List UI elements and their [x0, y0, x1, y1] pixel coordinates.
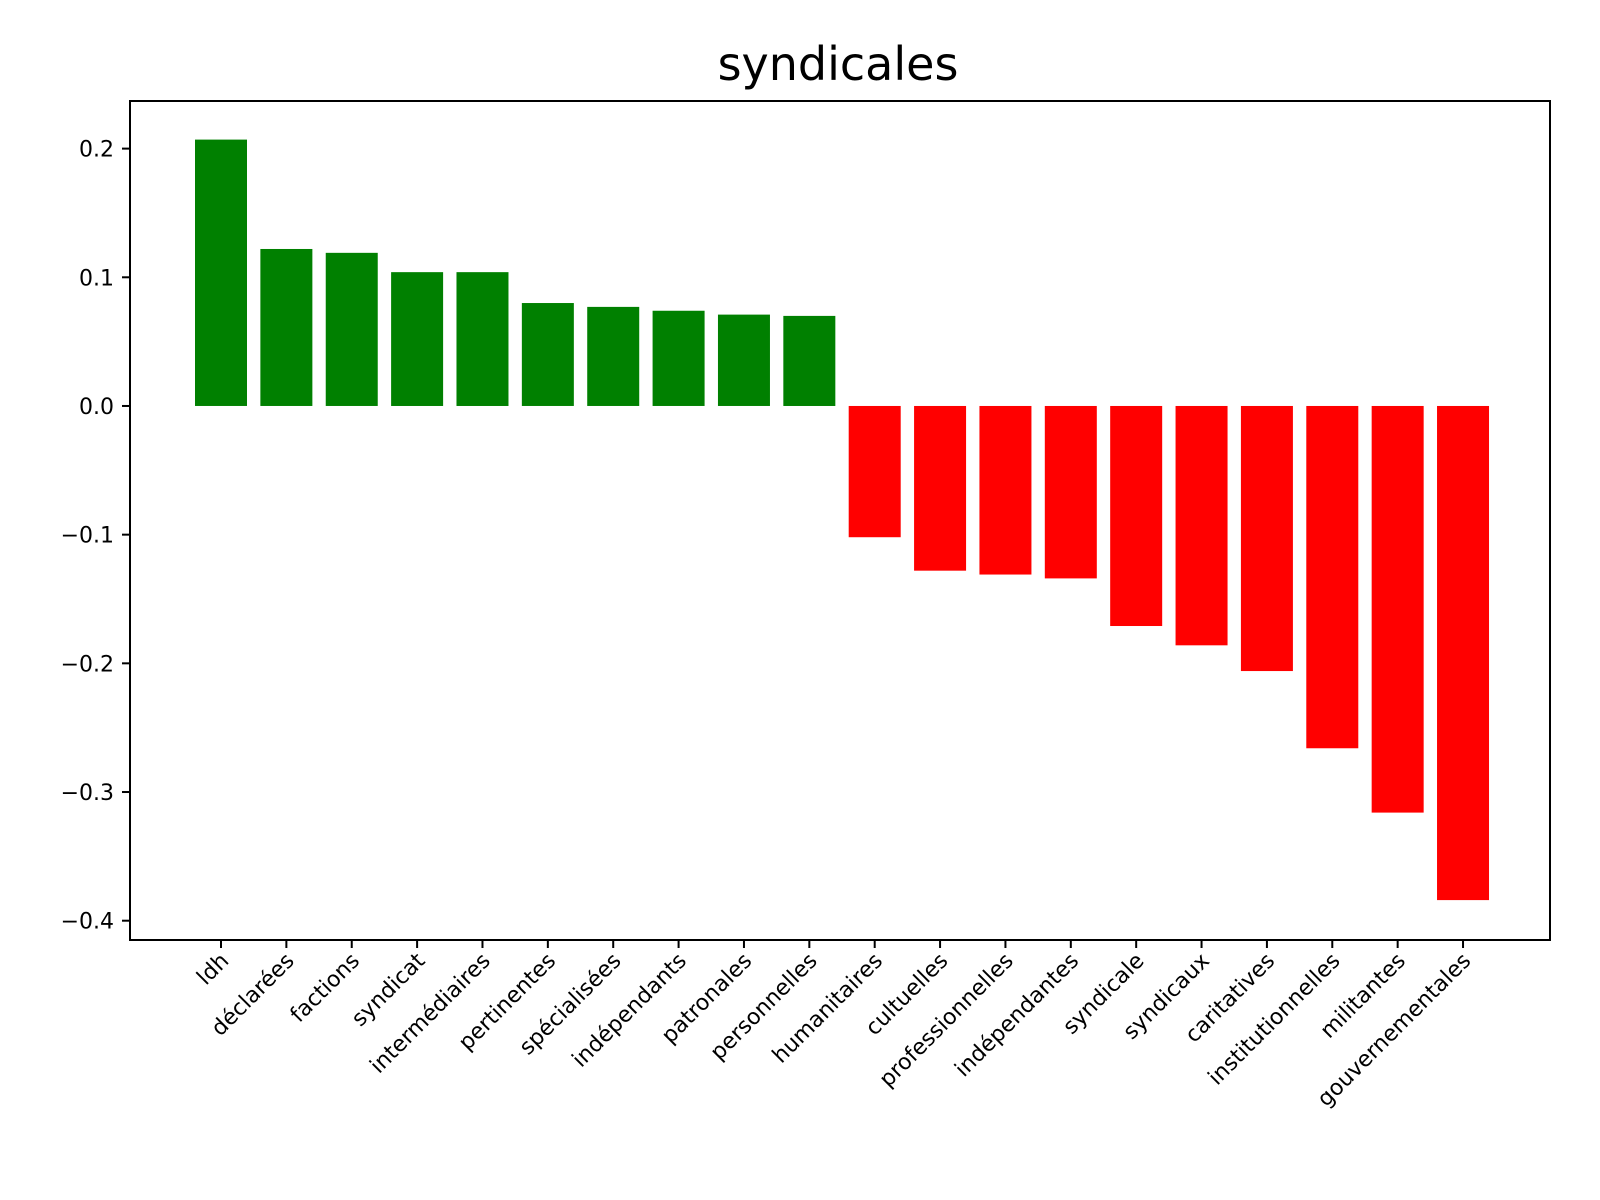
bar-pertinentes: [521, 303, 574, 406]
x-tick-label-intermediaires: intermédiaires: [366, 949, 496, 1079]
bar-cultuelles: [914, 405, 967, 571]
bar-declarees: [260, 248, 313, 406]
y-tick-label: −0.2: [61, 652, 114, 677]
bar-specialisees: [587, 306, 640, 406]
bar-syndicaux: [1175, 405, 1228, 646]
x-tick-label-ldh: ldh: [193, 949, 235, 991]
bar-factions: [325, 252, 378, 406]
bar-syndicale: [1110, 405, 1163, 627]
bar-ldh: [195, 139, 247, 406]
bar-personnelles: [783, 315, 836, 406]
y-tick-label: 0.1: [79, 266, 114, 291]
y-tick-label: 0.2: [79, 138, 114, 163]
chart-title: syndicales: [718, 37, 959, 91]
bar-professionnelles: [979, 405, 1032, 575]
bar-independants: [652, 310, 705, 406]
y-tick-label: 0.0: [79, 395, 114, 420]
y-tick-label: −0.1: [61, 524, 114, 549]
bar-patronales: [717, 314, 770, 406]
bar-syndicat: [391, 272, 444, 406]
y-tick-label: −0.3: [61, 781, 114, 806]
bars-group: [195, 139, 1490, 901]
x-tick-label-independants: indépendants: [568, 949, 692, 1073]
bar-intermediaires: [456, 272, 509, 406]
bar-caritatives: [1240, 405, 1293, 672]
bar-institutionnelles: [1306, 405, 1359, 749]
bar-independantes: [1044, 405, 1097, 579]
plot-frame: [129, 100, 1551, 941]
x-axis: ldhdéclaréesfactionssyndicatintermédiair…: [193, 940, 1476, 1112]
y-tick-label: −0.4: [61, 910, 114, 935]
bar-militantes: [1371, 405, 1424, 813]
bar-gouvernementales: [1437, 405, 1490, 901]
bar-humanitaires: [848, 405, 901, 538]
y-axis: 0.2 0.1 0.0 −0.1 −0.2 −0.3 −0.4: [61, 138, 130, 935]
